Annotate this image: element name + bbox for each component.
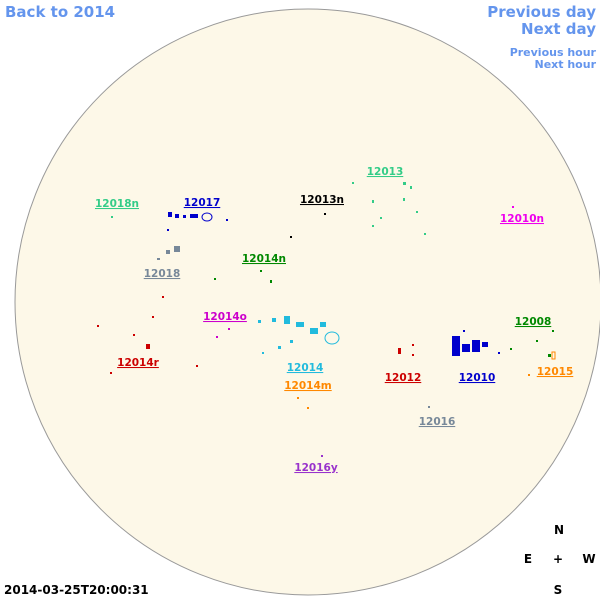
spot <box>528 374 530 376</box>
spot <box>272 318 276 322</box>
next-hour-link[interactable]: Next hour <box>535 58 597 71</box>
spot <box>290 236 292 238</box>
next-day-link[interactable]: Next day <box>521 20 596 38</box>
spot <box>190 214 198 218</box>
spot <box>167 229 169 231</box>
region-label[interactable]: 12012 <box>385 372 422 384</box>
spot <box>226 219 228 221</box>
spot <box>372 200 374 203</box>
compass-center: + <box>553 552 563 566</box>
spot <box>510 348 512 350</box>
spot <box>498 352 500 354</box>
spot <box>196 365 198 367</box>
region-label[interactable]: 12013 <box>367 166 404 178</box>
spot <box>321 455 323 457</box>
spot <box>290 340 293 343</box>
region-label[interactable]: 12014 <box>287 362 324 374</box>
timestamp: 2014-03-25T20:00:31 <box>4 583 149 597</box>
previous-day-link[interactable]: Previous day <box>487 3 596 21</box>
region-label[interactable]: 12014o <box>203 311 247 323</box>
spot <box>152 316 154 318</box>
spot <box>472 340 480 352</box>
region-spots <box>97 182 556 457</box>
spot <box>111 216 113 218</box>
compass-east: E <box>524 552 532 566</box>
compass-south: S <box>554 583 563 597</box>
solar-disk <box>14 8 600 596</box>
spot <box>416 211 418 213</box>
spot <box>183 215 186 218</box>
spot <box>201 212 213 222</box>
spot <box>352 182 354 184</box>
region-label[interactable]: 12014n <box>242 253 286 265</box>
region-label[interactable]: 12014r <box>117 357 160 369</box>
spot <box>452 336 460 356</box>
region-label[interactable]: 12010n <box>500 213 544 225</box>
spot <box>270 280 272 283</box>
spot <box>296 322 304 327</box>
spot <box>110 372 112 374</box>
spot <box>228 328 230 330</box>
spot <box>463 330 465 332</box>
region-label[interactable]: 12016 <box>419 416 456 428</box>
back-link[interactable]: Back to 2014 <box>5 3 115 21</box>
spot <box>412 354 414 356</box>
spot <box>258 320 261 323</box>
region-label[interactable]: 12016y <box>294 462 338 474</box>
region-label[interactable]: 12018n <box>95 198 139 210</box>
spot <box>403 182 406 185</box>
spot <box>424 233 426 235</box>
region-label[interactable]: 12015 <box>537 366 574 378</box>
spot <box>320 322 326 327</box>
spot <box>175 214 179 218</box>
spot <box>380 217 382 219</box>
spot <box>174 246 180 252</box>
compass-north: N <box>554 523 564 537</box>
spot <box>482 342 488 347</box>
spot <box>262 352 264 354</box>
spot <box>551 351 556 360</box>
spot <box>512 206 514 208</box>
spot <box>410 186 412 189</box>
spot <box>97 325 99 327</box>
spot <box>216 336 218 338</box>
region-label[interactable]: 12013n <box>300 194 344 206</box>
spot <box>398 348 401 354</box>
spot <box>324 331 340 345</box>
compass-west: W <box>582 552 595 566</box>
spot <box>214 278 216 280</box>
region-label[interactable]: 12014m <box>284 380 332 392</box>
spot <box>412 344 414 346</box>
spot <box>536 340 538 342</box>
spot <box>548 354 551 357</box>
spot <box>403 198 405 201</box>
spot <box>278 346 281 349</box>
region-label[interactable]: 12010 <box>459 372 496 384</box>
spot <box>166 250 170 254</box>
spot <box>428 406 430 408</box>
region-labels: 12018n 12017 12013n 12013 12010n 12018 1… <box>95 166 573 474</box>
previous-hour-link[interactable]: Previous hour <box>510 46 597 59</box>
spot <box>162 296 164 298</box>
region-label[interactable]: 12018 <box>144 268 181 280</box>
spot <box>133 334 135 336</box>
spot <box>307 407 309 409</box>
spot <box>157 258 160 260</box>
spot <box>372 225 374 227</box>
spot <box>168 212 172 217</box>
spot <box>310 328 318 334</box>
region-label[interactable]: 12017 <box>184 197 221 209</box>
spot <box>324 213 326 215</box>
spot <box>552 330 554 332</box>
spot <box>462 344 470 352</box>
spot <box>146 344 150 349</box>
spot <box>260 270 262 272</box>
spot <box>284 316 290 324</box>
region-label[interactable]: 12008 <box>515 316 552 328</box>
spot <box>297 397 299 399</box>
